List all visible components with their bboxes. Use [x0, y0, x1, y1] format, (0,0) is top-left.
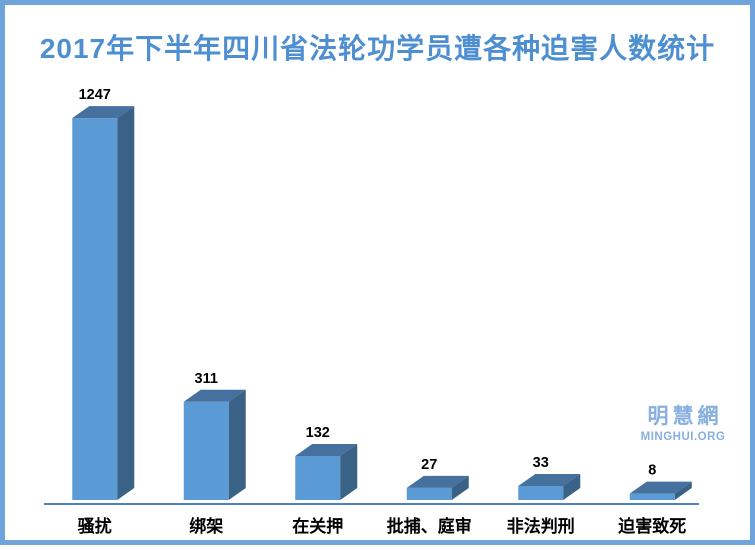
bar-side-face: [228, 389, 246, 500]
watermark-url-text: MINGHUI.ORG: [640, 431, 726, 444]
bar-side-face: [117, 106, 135, 500]
category-label: 迫害致死: [617, 516, 686, 536]
category-label: 非法判刑: [507, 516, 575, 536]
bar-value-label: 8: [648, 463, 656, 479]
bar-0: [72, 106, 135, 500]
bar-chart-canvas: 1247 骚扰 311 绑架 132 在关押 27 批捕、庭审 33 非法判刑 8 迫害致死: [44, 87, 699, 536]
bar-side-face: [563, 474, 581, 500]
category-label: 批捕、庭审: [387, 516, 472, 536]
bar-front-face: [183, 401, 229, 500]
bar-front-face: [295, 456, 341, 500]
category-label: 绑架: [189, 516, 223, 536]
bar-1: [183, 389, 246, 500]
bar-2: [295, 444, 358, 500]
bar-value-label: 311: [195, 371, 218, 387]
bar-top-face: [518, 474, 581, 487]
bar-side-face: [674, 481, 692, 500]
bar-side-face: [451, 475, 469, 500]
bar-top-face: [406, 475, 469, 488]
bar-3: [406, 475, 469, 500]
bar-front-face: [406, 487, 452, 500]
bar-5: [629, 481, 692, 500]
bar-value-label: 132: [306, 425, 330, 441]
bar-top-face: [72, 106, 135, 119]
bar-4: [518, 474, 581, 500]
category-label: 在关押: [292, 516, 343, 536]
bar-top-face: [629, 481, 692, 494]
minghui-watermark: 明慧網 MINGHUI.ORG: [633, 405, 733, 444]
chart-title: 2017年下半年四川省法轮功学员遭各种迫害人数统计: [39, 33, 716, 64]
bar-top-face: [295, 444, 358, 457]
bar-front-face: [629, 493, 675, 500]
bar-front-face: [72, 118, 118, 500]
watermark-chinese-text: 明慧網: [647, 405, 723, 428]
bar-value-label: 1247: [79, 87, 111, 103]
bar-value-label: 27: [421, 457, 437, 473]
category-label: 骚扰: [78, 516, 112, 536]
bar-value-label: 33: [533, 455, 549, 471]
bar-top-face: [183, 389, 246, 402]
bar-front-face: [518, 486, 564, 500]
bar-side-face: [340, 444, 358, 500]
